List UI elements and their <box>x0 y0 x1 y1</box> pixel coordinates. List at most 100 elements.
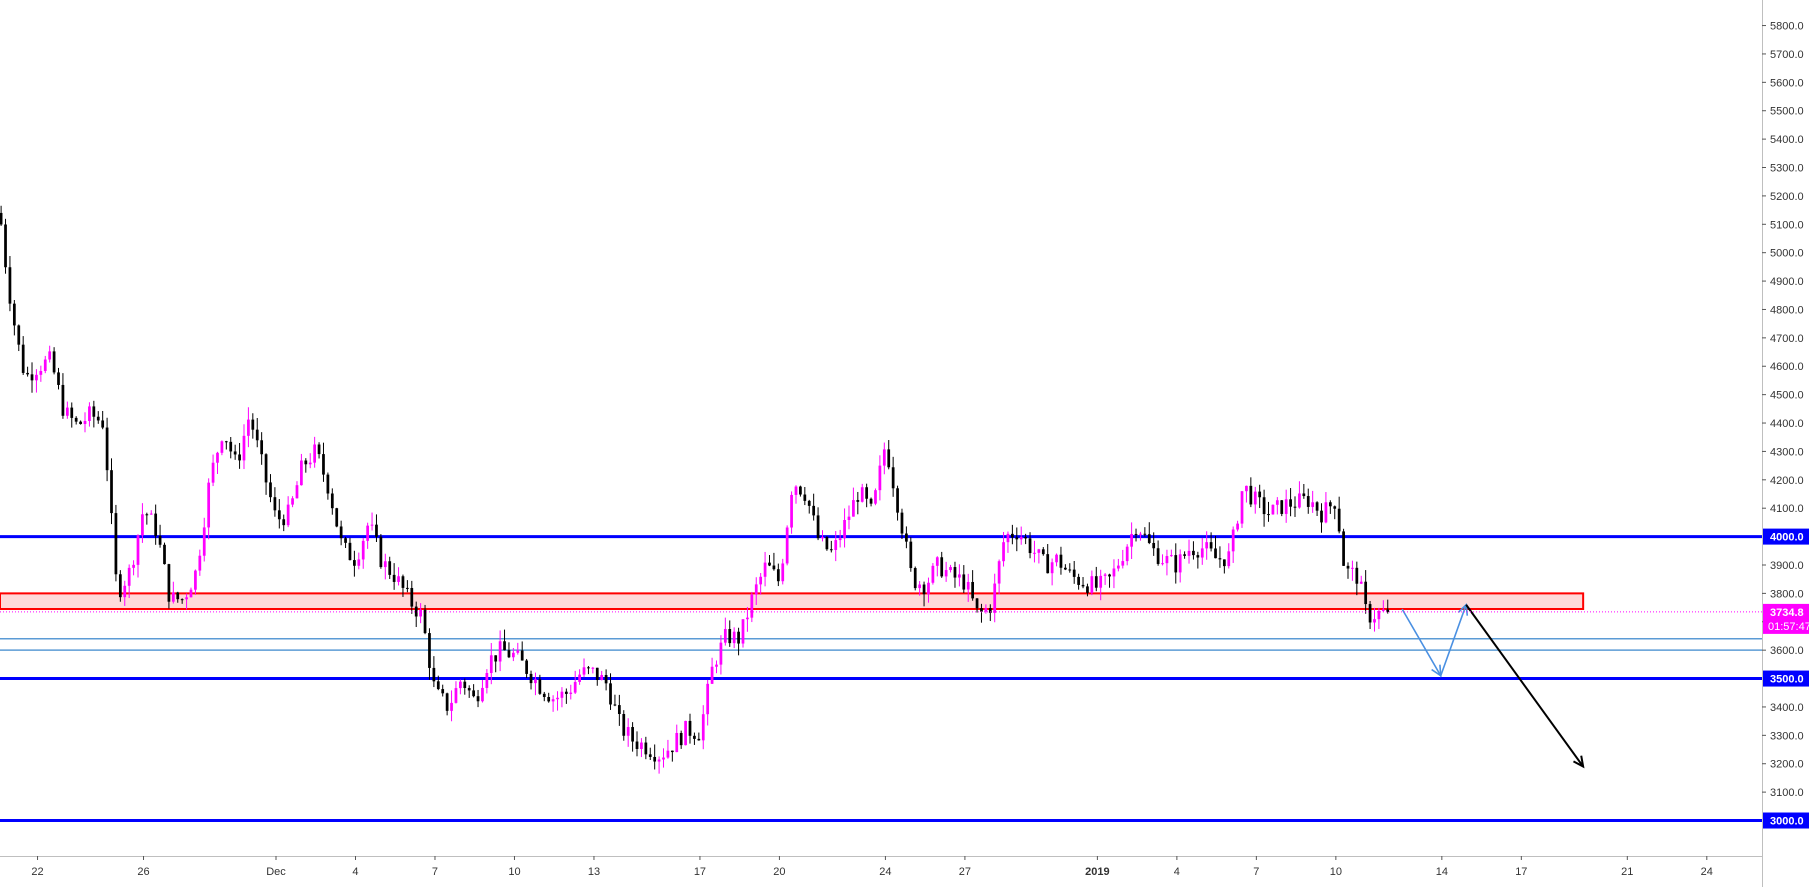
time-tick-label: 24 <box>879 866 891 878</box>
candle-body <box>909 541 913 569</box>
candle-body <box>1108 574 1111 577</box>
candle-body <box>1253 491 1257 505</box>
candle-body <box>406 587 409 589</box>
candle-body <box>1351 567 1354 569</box>
candle-body <box>697 738 701 741</box>
candle-body <box>1161 563 1164 565</box>
candle-body <box>564 691 568 694</box>
candle-body <box>198 555 202 571</box>
candle-body <box>489 655 493 674</box>
candle-body <box>578 674 581 682</box>
time-axis[interactable]: 22 26 Dec 4 7 10 13 17 20 24 27 2019 4 7 10 14 17 21 24 <box>0 856 1762 887</box>
candle-body <box>816 515 820 539</box>
candle-body <box>922 584 926 595</box>
candle-body <box>869 498 873 504</box>
candle-body <box>1222 559 1226 567</box>
candle-body <box>569 692 573 694</box>
candle-body <box>79 421 82 425</box>
candle-body <box>631 727 634 742</box>
candle-body <box>180 599 184 601</box>
candle-body <box>719 642 723 665</box>
candle-body <box>260 440 264 455</box>
candle-body <box>269 482 272 498</box>
candle-body <box>1227 551 1231 567</box>
candle-body <box>622 714 626 736</box>
time-tick-label: 17 <box>1515 866 1527 878</box>
candle-body <box>207 482 211 528</box>
candle-body <box>1328 502 1332 507</box>
candle-body <box>812 505 816 516</box>
candle-body <box>684 720 687 746</box>
candle-body <box>277 510 281 520</box>
price-tick-label: 5500.0 <box>1770 106 1804 118</box>
candle-body <box>242 435 246 461</box>
candle-body <box>980 608 983 612</box>
candle-body <box>335 508 339 527</box>
candle-body <box>997 561 1001 584</box>
candle-body <box>1240 491 1244 524</box>
candle-body <box>361 540 365 560</box>
candle-body <box>551 699 555 702</box>
candle-body <box>1231 529 1235 552</box>
candle-body <box>202 527 206 556</box>
candle-body <box>136 535 140 565</box>
candle-body <box>127 567 131 586</box>
candle-body <box>679 732 683 746</box>
candle-body <box>1315 502 1319 511</box>
candle-body <box>1377 610 1381 620</box>
candle-body <box>1368 604 1372 623</box>
candle-body <box>233 451 237 455</box>
candle-body <box>1015 537 1019 540</box>
price-tick-label: 5600.0 <box>1770 77 1804 89</box>
arrow-head <box>1572 755 1585 769</box>
candle-body <box>194 570 197 590</box>
candle-body <box>1072 569 1076 577</box>
candle-body <box>776 569 780 582</box>
candle-body <box>542 693 546 697</box>
candle-body <box>1090 576 1094 593</box>
horizontal-levels <box>0 535 1762 823</box>
candle-body <box>370 524 374 526</box>
candle-body <box>441 689 445 694</box>
time-tick-label: 27 <box>959 866 971 878</box>
candle-body <box>847 516 851 520</box>
candle-body <box>715 664 718 667</box>
candle-body <box>604 675 608 684</box>
time-tick-label: 7 <box>1253 866 1259 878</box>
current-price-label: 3734.8 <box>1770 607 1804 619</box>
candle-body <box>556 697 559 700</box>
candle-body <box>1258 491 1262 498</box>
candle-body <box>375 524 378 537</box>
candle-body <box>988 608 992 613</box>
candle-body <box>966 581 970 590</box>
candle-body <box>1068 569 1072 571</box>
candle-body <box>1019 537 1023 540</box>
candle-body <box>498 641 502 662</box>
candle-body <box>1169 555 1173 557</box>
projection-path <box>1401 604 1467 678</box>
level-label: 3500.0 <box>1770 674 1804 686</box>
candle-body <box>251 419 255 430</box>
candle-body <box>450 702 453 711</box>
candle-body <box>807 500 811 506</box>
candle-body <box>1156 548 1160 564</box>
candle-body <box>21 344 25 373</box>
candle-body <box>688 720 692 736</box>
candle-body <box>984 608 988 612</box>
candle-body <box>1284 499 1288 514</box>
candle-body <box>860 487 864 502</box>
candle-body <box>1024 537 1027 539</box>
time-tick-label: 26 <box>137 866 149 878</box>
candle-body <box>1249 485 1253 505</box>
price-tick-label: 3600.0 <box>1770 645 1804 657</box>
candle-body <box>300 460 303 486</box>
candle-body <box>211 462 215 483</box>
candle-body <box>313 444 317 463</box>
candle-body <box>657 759 661 762</box>
candle-body <box>189 589 193 598</box>
candle-body <box>525 660 528 674</box>
price-axis[interactable]: 3100.03200.03300.03400.03600.03700.03800… <box>1762 0 1814 887</box>
candle-body <box>852 500 855 517</box>
